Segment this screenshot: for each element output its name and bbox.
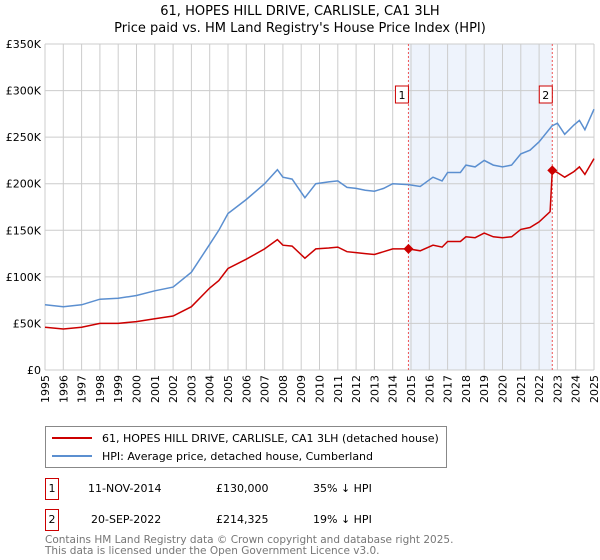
x-tick-label: 2020 — [497, 375, 510, 403]
sale-marker-label: 1 — [398, 89, 405, 102]
x-tick-label: 1998 — [94, 375, 107, 403]
x-tick-label: 2009 — [295, 375, 308, 403]
x-tick-label: 2010 — [314, 375, 327, 403]
y-tick-label: £300K — [6, 85, 42, 98]
x-tick-label: 2006 — [240, 375, 253, 403]
x-tick-label: 2005 — [222, 375, 235, 403]
x-tick-label: 2014 — [387, 375, 400, 403]
legend-blue-line — [52, 455, 92, 457]
x-tick-label: 2012 — [350, 375, 363, 403]
sale-row-1: 1 11-NOV-2014 £130,000 35% ↓ HPI — [45, 478, 545, 500]
x-tick-label: 2018 — [460, 375, 473, 403]
x-tick-label: 2021 — [515, 375, 528, 403]
y-tick-label: £100K — [6, 271, 42, 284]
sale-marker-box — [538, 85, 553, 104]
x-tick-label: 2002 — [167, 375, 180, 403]
x-tick-label: 2003 — [185, 375, 198, 403]
x-tick-label: 2023 — [551, 375, 564, 403]
sale-marker-label: 2 — [542, 89, 549, 102]
sale-marker-label: 2 — [45, 509, 59, 531]
footer: Contains HM Land Registry data © Crown c… — [45, 535, 453, 557]
sale-point — [403, 243, 414, 254]
x-tick-label: 1997 — [76, 375, 89, 403]
y-tick-label: £350K — [6, 38, 42, 51]
x-tick-label: 2015 — [405, 375, 418, 403]
sale-period-shading — [408, 44, 553, 370]
sale-hpi: 35% ↓ HPI — [313, 482, 372, 495]
x-tick-label: 2017 — [442, 375, 455, 403]
chart-subtitle: Price paid vs. HM Land Registry's House … — [114, 21, 486, 36]
sale-price: £214,325 — [216, 513, 269, 526]
x-tick-label: 2016 — [423, 375, 436, 403]
sale-marker-label: 1 — [45, 478, 59, 500]
y-tick-label: £50K — [13, 317, 42, 330]
y-tick-label: £250K — [6, 131, 42, 144]
x-tick-label: 2024 — [570, 375, 583, 403]
x-tick-label: 1996 — [57, 375, 70, 403]
sale-price: £130,000 — [216, 482, 269, 495]
x-tick-label: 2013 — [368, 375, 381, 403]
x-tick-label: 1999 — [112, 375, 125, 403]
sale-point — [547, 165, 558, 176]
y-tick-label: £200K — [6, 178, 42, 191]
x-tick-label: 1995 — [39, 375, 52, 403]
x-tick-label: 2008 — [277, 375, 290, 403]
x-tick-label: 2007 — [259, 375, 272, 403]
plot-area: 1995 1996 1997 1998 1999 2000 2001 2002 2003 2004… — [6, 38, 600, 403]
x-tick-label: 2001 — [149, 375, 162, 403]
legend-red-label: 61, HOPES HILL DRIVE, CARLISLE, CA1 3LH … — [102, 431, 439, 445]
legend-red-line — [52, 437, 92, 439]
chart-title: 61, HOPES HILL DRIVE, CARLISLE, CA1 3LH — [160, 4, 440, 19]
sale-date: 20-SEP-2022 — [91, 513, 162, 526]
legend-blue-label: HPI: Average price, detached house, Cumb… — [102, 449, 374, 463]
x-tick-label: 2022 — [533, 375, 546, 403]
sale-hpi: 19% ↓ HPI — [313, 513, 372, 526]
series-line — [44, 158, 595, 330]
y-tick-label: £150K — [6, 224, 42, 237]
footer-line-2: This data is licensed under the Open Gov… — [45, 545, 380, 557]
x-tick-label: 2019 — [478, 375, 491, 403]
x-tick-label: 2025 — [588, 375, 600, 403]
x-tick-label: 2000 — [131, 375, 144, 403]
y-tick-label: £0 — [27, 364, 41, 377]
sale-row-2: 2 20-SEP-2022 £214,325 19% ↓ HPI — [45, 509, 545, 531]
sale-date: 11-NOV-2014 — [88, 482, 162, 495]
x-tick-label: 2011 — [332, 375, 345, 403]
footer-line-1: Contains HM Land Registry data © Crown c… — [45, 534, 454, 546]
series-line — [44, 108, 595, 308]
sale-marker-box — [394, 85, 409, 104]
legend: 61, HOPES HILL DRIVE, CARLISLE, CA1 3LH … — [45, 426, 447, 468]
x-tick-label: 2004 — [204, 375, 217, 403]
